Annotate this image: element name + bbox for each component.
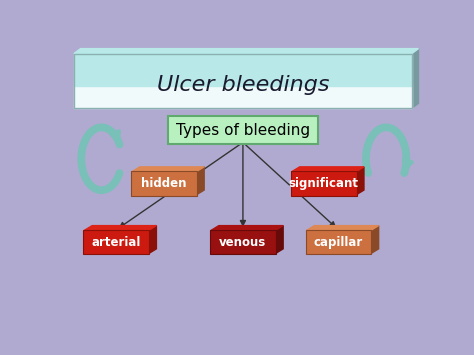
- Polygon shape: [275, 226, 283, 254]
- Polygon shape: [371, 226, 379, 254]
- Polygon shape: [356, 167, 364, 195]
- Polygon shape: [306, 226, 379, 230]
- Polygon shape: [74, 54, 412, 86]
- Text: venous: venous: [219, 236, 266, 248]
- Polygon shape: [132, 167, 204, 172]
- Polygon shape: [74, 49, 419, 54]
- Polygon shape: [84, 226, 156, 230]
- Polygon shape: [148, 226, 156, 254]
- FancyBboxPatch shape: [306, 230, 371, 254]
- Text: significant: significant: [289, 177, 359, 190]
- FancyBboxPatch shape: [291, 171, 356, 196]
- FancyBboxPatch shape: [168, 116, 318, 144]
- Polygon shape: [74, 86, 412, 108]
- FancyBboxPatch shape: [131, 171, 197, 196]
- FancyBboxPatch shape: [83, 230, 149, 254]
- Text: hidden: hidden: [141, 177, 187, 190]
- Polygon shape: [196, 167, 204, 195]
- Polygon shape: [412, 49, 419, 108]
- Text: Ulcer bleedings: Ulcer bleedings: [157, 75, 329, 95]
- Polygon shape: [211, 226, 283, 230]
- Polygon shape: [292, 167, 364, 172]
- FancyBboxPatch shape: [210, 230, 276, 254]
- Text: Types of bleeding: Types of bleeding: [176, 122, 310, 138]
- Text: arterial: arterial: [91, 236, 141, 248]
- Text: capillar: capillar: [314, 236, 363, 248]
